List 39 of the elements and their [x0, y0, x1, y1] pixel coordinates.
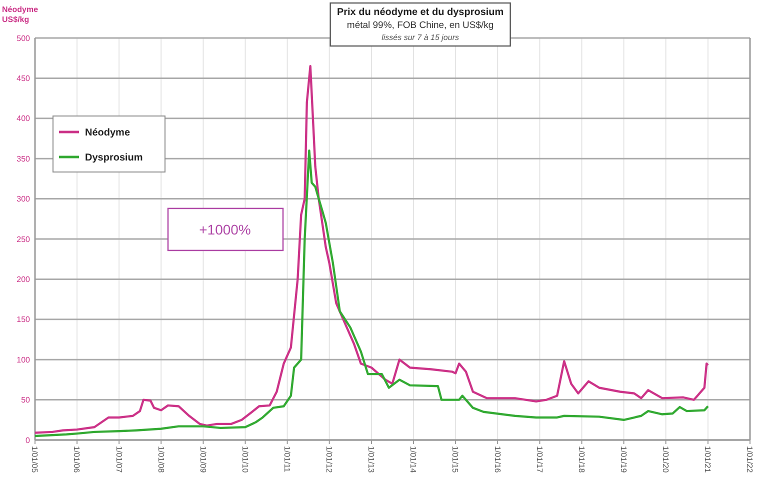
y-tick-label: 100 — [16, 355, 31, 364]
y-tick-label: 500 — [16, 34, 31, 43]
x-tick-label: 1/01/18 — [576, 446, 586, 474]
x-tick-label: 1/01/22 — [745, 446, 754, 474]
x-tick-label: 1/01/13 — [366, 446, 376, 474]
x-tick-label: 1/01/10 — [240, 446, 250, 474]
chart-subtitle: métal 99%, FOB Chine, en US$/kg — [346, 20, 494, 31]
x-tick-label: 1/01/11 — [282, 446, 292, 473]
x-tick-label: 1/01/05 — [30, 446, 40, 474]
x-tick-label: 1/01/17 — [534, 446, 544, 474]
x-tick-label: 1/01/07 — [114, 446, 124, 474]
x-tick-label: 1/01/12 — [324, 446, 334, 474]
x-tick-label: 1/01/09 — [198, 446, 208, 474]
legend-label: Dysprosium — [85, 152, 143, 164]
annotation: lissés sur 7 à 15 jours — [382, 33, 459, 42]
y-tick-label: 250 — [16, 234, 31, 244]
annotation: +1000% — [199, 221, 251, 238]
x-tick-label: 1/01/06 — [72, 446, 82, 474]
line-series — [34, 65, 710, 434]
x-tick-label: 1/01/20 — [661, 446, 670, 474]
x-tick-label: 1/01/15 — [450, 446, 460, 474]
y-tick-label: 300 — [16, 194, 31, 204]
y-tick-label: 0 — [26, 436, 31, 445]
legend-label: Néodyme — [85, 128, 130, 138]
x-tick-label: 1/01/21 — [703, 446, 712, 474]
y-tick-label: 200 — [16, 275, 31, 284]
y-tick-label: 50 — [21, 396, 31, 405]
y-axis-title: Néodyme US$/kg — [2, 5, 39, 24]
y-tick-label: 400 — [16, 114, 31, 124]
y-tick-label: 450 — [16, 74, 31, 83]
x-tick-label: 1/01/16 — [492, 446, 502, 474]
chart-title: Prix du néodyme et du dysprosium — [336, 7, 504, 18]
x-tick-label: 1/01/19 — [618, 446, 628, 474]
y-tick-label: 350 — [16, 154, 31, 164]
x-tick-label: 1/01/08 — [156, 446, 166, 474]
y-tick-label: 150 — [16, 315, 31, 324]
callout-box: +1000% — [167, 208, 284, 252]
x-tick-label: 1/01/14 — [408, 446, 418, 474]
line-series — [34, 149, 710, 438]
